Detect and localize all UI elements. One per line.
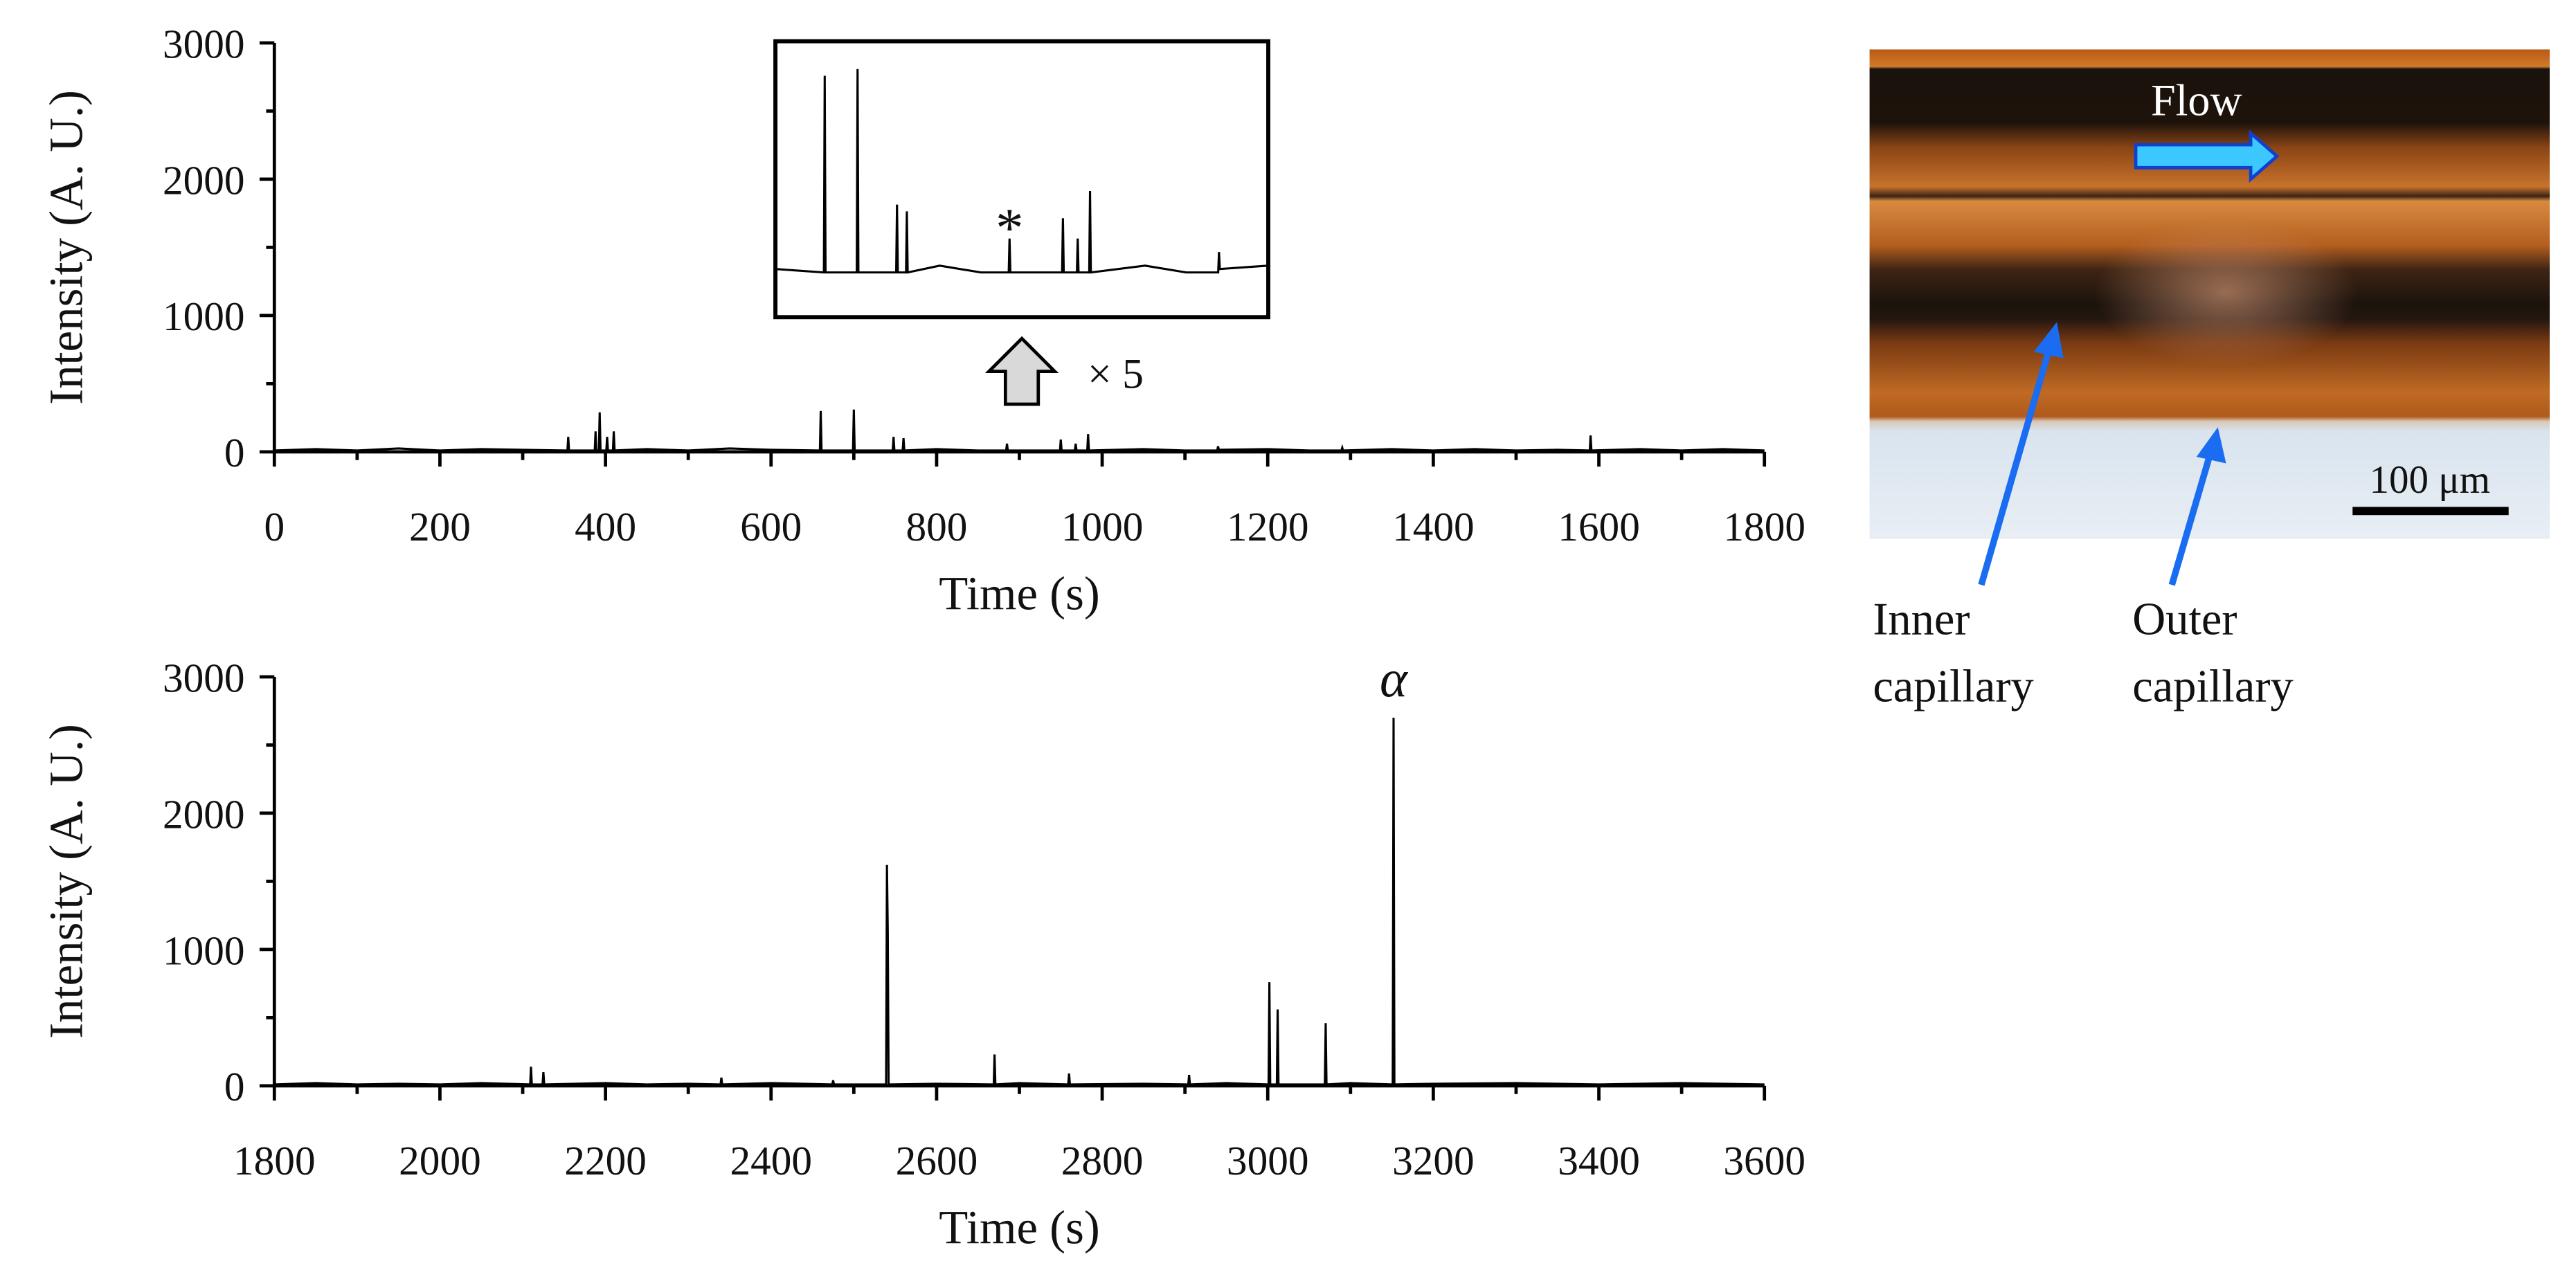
trace [274, 409, 1765, 452]
flow-label: Flow [2151, 75, 2242, 125]
y-tick-label: 3000 [163, 21, 245, 66]
x-axis-title: Time (s) [939, 568, 1100, 620]
x-tick-label: 2400 [730, 1138, 812, 1183]
y-axis-title: Intensity (A. U.) [40, 724, 93, 1039]
pointer [2168, 449, 2215, 586]
inset-annotation: * [996, 197, 1023, 259]
pointer-head [2033, 322, 2064, 359]
x-tick-label: 800 [906, 504, 967, 550]
photo: Flow 100 μm Inner capillary Outer capill… [1869, 49, 2550, 712]
scale-bar-label: 100 μm [2370, 458, 2490, 502]
x-axis-title: Time (s) [939, 1201, 1100, 1254]
x-tick-label: 1200 [1227, 504, 1309, 550]
annotation: α [1380, 650, 1409, 708]
zoom-arrow [984, 336, 1059, 406]
label-inner: Inner [1873, 594, 1970, 644]
glow [2094, 218, 2358, 367]
x-tick-label: 200 [409, 504, 471, 550]
pointer-head [2196, 427, 2226, 464]
y-tick-label: 0 [224, 1064, 245, 1109]
y-tick-label: 2000 [163, 791, 245, 837]
inset-frame [773, 39, 1270, 320]
x-tick-label: 3000 [1227, 1138, 1309, 1183]
inset-trace [775, 69, 1269, 274]
label-outer: Outer [2132, 594, 2237, 644]
label-inner: capillary [1873, 662, 2033, 712]
x-tick-label: 1600 [1558, 504, 1640, 550]
pointer [1978, 344, 2054, 586]
magnification: × 5 [1088, 350, 1144, 397]
y-tick-label: 1000 [163, 293, 245, 339]
x-tick-label: 2600 [896, 1138, 978, 1183]
x-tick-label: 1400 [1392, 504, 1475, 550]
x-tick-label: 600 [740, 504, 802, 550]
x-tick-label: 2000 [399, 1138, 481, 1183]
x-tick-label: 0 [264, 504, 285, 550]
y-tick-label: 1000 [163, 927, 245, 973]
x-tick-label: 1000 [1061, 504, 1144, 550]
x-tick-label: 2800 [1061, 1138, 1144, 1183]
x-tick-label: 2200 [564, 1138, 647, 1183]
x-tick-label: 3400 [1558, 1138, 1640, 1183]
y-axis-title: Intensity (A. U.) [40, 90, 93, 405]
x-tick-label: 3600 [1723, 1138, 1805, 1183]
y-tick-label: 2000 [163, 157, 245, 203]
x-tick-label: 400 [575, 504, 636, 550]
inset-plot [775, 69, 1269, 274]
x-tick-label: 1800 [1723, 504, 1805, 550]
flow-arrow [2134, 129, 2280, 183]
y-tick-label: 0 [224, 430, 245, 475]
y-tick-label: 3000 [163, 655, 245, 700]
trace [274, 718, 1765, 1086]
label-outer: capillary [2132, 662, 2293, 712]
x-tick-label: 3200 [1392, 1138, 1475, 1183]
x-tick-label: 1800 [233, 1138, 316, 1183]
